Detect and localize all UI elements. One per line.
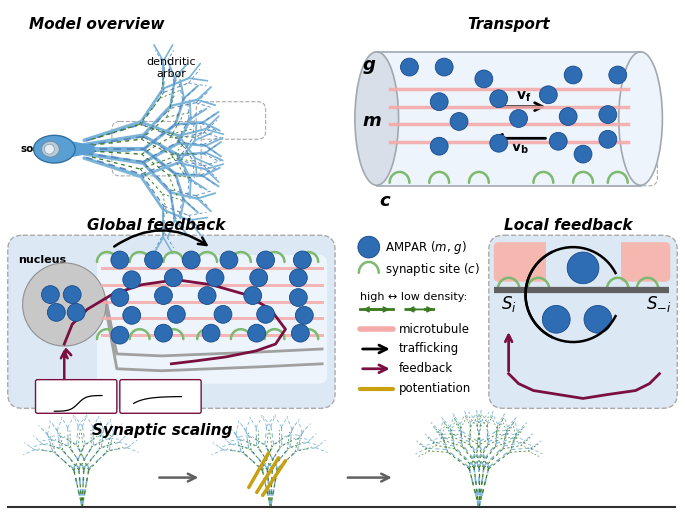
Circle shape bbox=[47, 304, 65, 321]
Circle shape bbox=[543, 305, 570, 333]
Text: AMPAR ($\mathit{m}$, $\mathit{g}$): AMPAR ($\mathit{m}$, $\mathit{g}$) bbox=[385, 239, 466, 255]
Circle shape bbox=[198, 287, 216, 305]
Ellipse shape bbox=[45, 144, 54, 154]
Text: $\Sigma g$: $\Sigma g$ bbox=[184, 387, 197, 400]
Circle shape bbox=[567, 252, 599, 284]
Circle shape bbox=[123, 271, 140, 289]
FancyBboxPatch shape bbox=[36, 380, 117, 413]
Text: microtubule: microtubule bbox=[399, 323, 469, 336]
Circle shape bbox=[111, 251, 129, 269]
Circle shape bbox=[599, 106, 617, 124]
Circle shape bbox=[401, 58, 419, 76]
Circle shape bbox=[111, 326, 129, 344]
Circle shape bbox=[609, 66, 627, 84]
Text: synaptic site ($\mathit{c}$): synaptic site ($\mathit{c}$) bbox=[385, 261, 479, 279]
Circle shape bbox=[155, 324, 173, 342]
Circle shape bbox=[510, 110, 527, 127]
Circle shape bbox=[250, 269, 268, 287]
Text: $\mathit{S_{-i}}$: $\mathit{S_{-i}}$ bbox=[645, 294, 671, 314]
Text: nucleus: nucleus bbox=[18, 255, 66, 265]
Circle shape bbox=[358, 236, 379, 258]
Circle shape bbox=[67, 304, 85, 321]
Circle shape bbox=[564, 66, 582, 84]
Circle shape bbox=[291, 324, 309, 342]
FancyBboxPatch shape bbox=[120, 380, 201, 413]
Circle shape bbox=[63, 286, 81, 304]
Circle shape bbox=[490, 90, 508, 108]
Circle shape bbox=[214, 305, 232, 323]
FancyBboxPatch shape bbox=[97, 255, 327, 384]
Circle shape bbox=[435, 58, 453, 76]
Text: V: V bbox=[126, 387, 132, 396]
Circle shape bbox=[182, 251, 200, 269]
Circle shape bbox=[145, 251, 162, 269]
Circle shape bbox=[539, 86, 557, 104]
FancyBboxPatch shape bbox=[494, 242, 671, 282]
Circle shape bbox=[295, 306, 313, 324]
Text: g: g bbox=[363, 56, 375, 74]
Circle shape bbox=[23, 263, 106, 346]
Circle shape bbox=[549, 132, 567, 150]
Circle shape bbox=[559, 108, 577, 126]
Ellipse shape bbox=[355, 52, 399, 185]
Text: soma: soma bbox=[21, 144, 52, 154]
Text: potentiation: potentiation bbox=[399, 382, 471, 395]
Text: trafficking: trafficking bbox=[399, 343, 459, 356]
Circle shape bbox=[450, 112, 468, 130]
Text: Ca$^{2+}$: Ca$^{2+}$ bbox=[42, 387, 66, 399]
Circle shape bbox=[257, 251, 275, 269]
Text: Global feedback: Global feedback bbox=[87, 219, 225, 233]
Text: $\mathbf{v_f}$: $\mathbf{v_f}$ bbox=[516, 90, 531, 104]
Text: Local feedback: Local feedback bbox=[503, 219, 632, 233]
Text: V: V bbox=[104, 401, 110, 410]
Circle shape bbox=[155, 287, 173, 305]
Circle shape bbox=[599, 130, 617, 148]
Ellipse shape bbox=[619, 52, 662, 185]
Circle shape bbox=[244, 287, 262, 305]
Circle shape bbox=[574, 145, 592, 163]
Circle shape bbox=[257, 305, 275, 323]
Text: feedback: feedback bbox=[399, 362, 453, 376]
FancyBboxPatch shape bbox=[547, 242, 621, 282]
Text: m: m bbox=[363, 112, 382, 130]
Text: high ↔ low density:: high ↔ low density: bbox=[360, 291, 467, 302]
Circle shape bbox=[430, 93, 448, 111]
Circle shape bbox=[293, 251, 311, 269]
Circle shape bbox=[202, 324, 220, 342]
Text: Transport: Transport bbox=[467, 16, 550, 32]
Circle shape bbox=[490, 134, 508, 152]
Circle shape bbox=[123, 306, 140, 324]
Circle shape bbox=[206, 269, 224, 287]
Circle shape bbox=[290, 269, 308, 287]
Text: c: c bbox=[379, 192, 390, 210]
Circle shape bbox=[220, 251, 238, 269]
Text: Synaptic scaling: Synaptic scaling bbox=[92, 423, 232, 438]
Circle shape bbox=[430, 137, 448, 155]
Circle shape bbox=[584, 305, 612, 333]
Circle shape bbox=[42, 286, 60, 304]
Circle shape bbox=[475, 70, 493, 88]
Polygon shape bbox=[68, 141, 94, 157]
FancyBboxPatch shape bbox=[377, 52, 640, 186]
FancyBboxPatch shape bbox=[489, 235, 677, 408]
Circle shape bbox=[167, 305, 185, 323]
Circle shape bbox=[290, 289, 308, 306]
Circle shape bbox=[248, 324, 266, 342]
Circle shape bbox=[164, 269, 182, 287]
Circle shape bbox=[111, 289, 129, 306]
Text: Model overview: Model overview bbox=[29, 16, 165, 32]
Text: $\mathit{S_i}$: $\mathit{S_i}$ bbox=[501, 294, 516, 314]
Text: $\mathbf{v_b}$: $\mathbf{v_b}$ bbox=[510, 142, 528, 156]
FancyBboxPatch shape bbox=[8, 235, 335, 408]
Text: dendritic
arbor: dendritic arbor bbox=[147, 57, 196, 79]
Ellipse shape bbox=[34, 135, 75, 163]
Ellipse shape bbox=[42, 141, 60, 157]
